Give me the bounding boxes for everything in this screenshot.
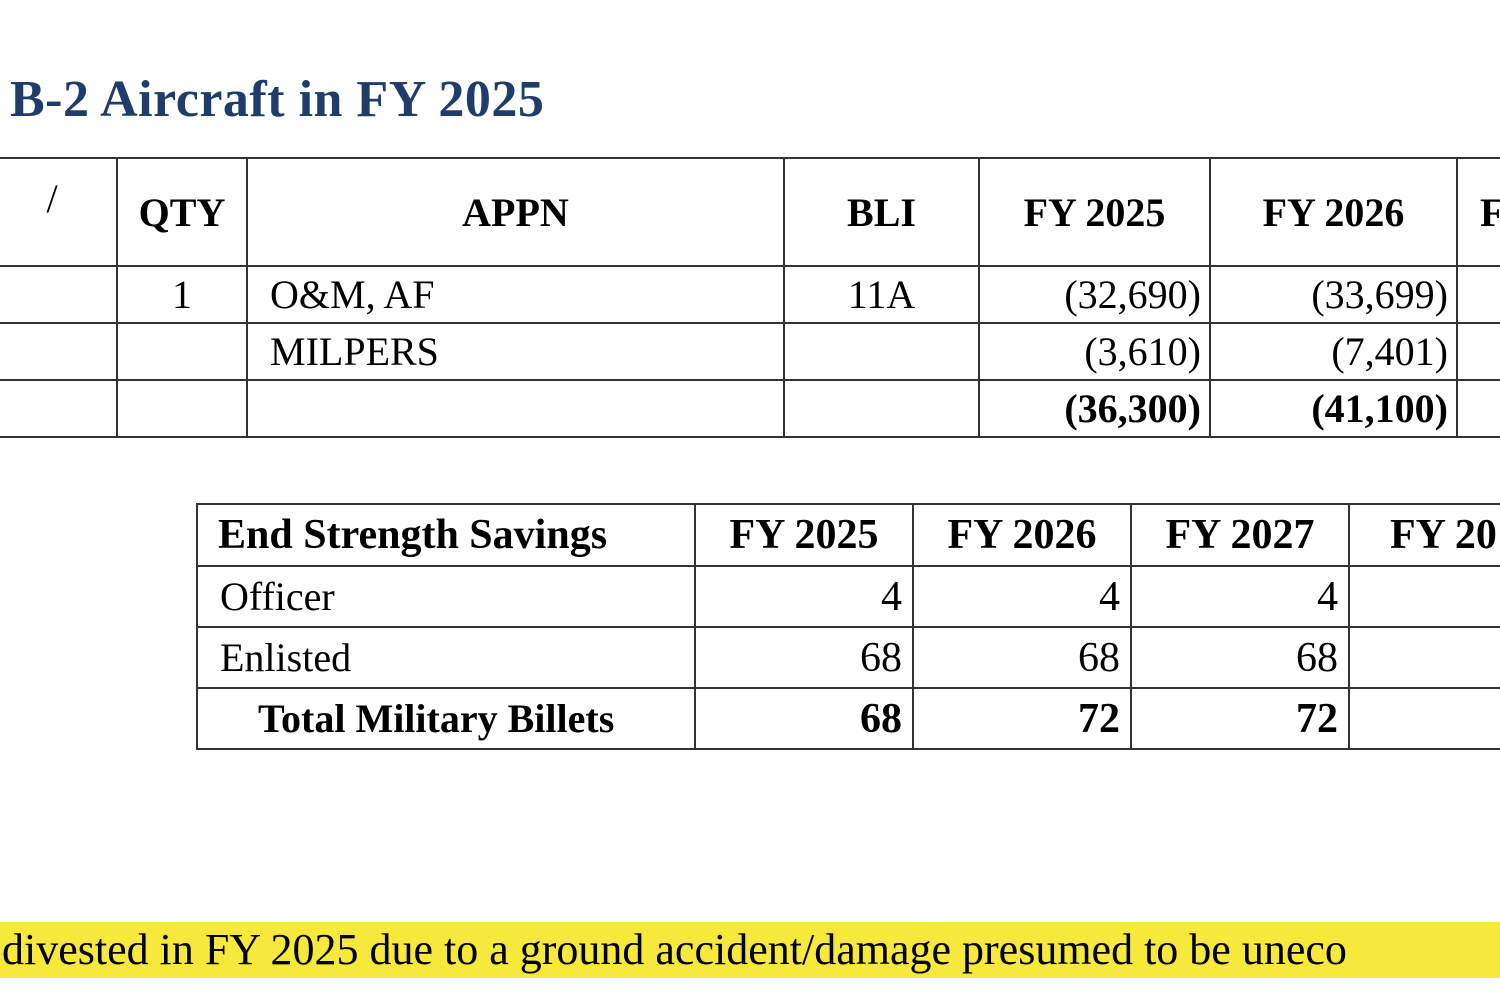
col-header-fy2025: FY 2025 bbox=[978, 157, 1211, 267]
col-header-truncated-right: F bbox=[1456, 157, 1500, 267]
col-header-fy2027: FY 2027 bbox=[1130, 503, 1350, 567]
cell-qty: 1 bbox=[116, 265, 248, 324]
cost-table: / QTY APPN BLI FY 2025 FY 2026 F 1 O&M, … bbox=[0, 157, 1500, 438]
cell-empty bbox=[1456, 322, 1500, 381]
cell-empty bbox=[0, 265, 118, 324]
col-header-bli: BLI bbox=[783, 157, 980, 267]
cell-fy2026: (7,401) bbox=[1209, 322, 1458, 381]
cell-fy2025: 68 bbox=[694, 626, 914, 689]
table-row: 1 O&M, AF 11A (32,690) (33,699) bbox=[0, 265, 1500, 324]
section-title: B-2 Aircraft in FY 2025 bbox=[10, 71, 545, 128]
col-header-fy2025: FY 2025 bbox=[694, 503, 914, 567]
cell-fy2025: (32,690) bbox=[978, 265, 1211, 324]
col-header-fy2026: FY 2026 bbox=[912, 503, 1132, 567]
cell-fy2026-total: (41,100) bbox=[1209, 379, 1458, 438]
cell-empty bbox=[1456, 265, 1500, 324]
cell-empty bbox=[0, 322, 118, 381]
cell-bli bbox=[783, 379, 980, 438]
cell-fy2026: 68 bbox=[912, 626, 1132, 689]
table-row: MILPERS (3,610) (7,401) bbox=[0, 322, 1500, 381]
cell-empty bbox=[0, 379, 118, 438]
cell-bli bbox=[783, 322, 980, 381]
cell-fy2025: 4 bbox=[694, 565, 914, 628]
cell-appn: O&M, AF bbox=[246, 265, 785, 324]
cell-fy2027-total: 72 bbox=[1130, 687, 1350, 750]
cell-empty bbox=[1456, 379, 1500, 438]
row-label: Enlisted bbox=[196, 626, 696, 689]
cell-fy2026-total: 72 bbox=[912, 687, 1132, 750]
col-header-qty: QTY bbox=[116, 157, 248, 267]
cell-fy2025-total: 68 bbox=[694, 687, 914, 750]
cell-qty bbox=[116, 322, 248, 381]
table-total-row: Total Military Billets 68 72 72 bbox=[196, 687, 1500, 750]
cell-qty bbox=[116, 379, 248, 438]
col-header-truncated: / bbox=[0, 157, 118, 267]
end-strength-table: End Strength Savings FY 2025 FY 2026 FY … bbox=[196, 503, 1500, 750]
table-total-row: (36,300) (41,100) bbox=[0, 379, 1500, 438]
col-header-truncated-right: FY 20 bbox=[1348, 503, 1500, 567]
cell-appn bbox=[246, 379, 785, 438]
cell-fy2027: 4 bbox=[1130, 565, 1350, 628]
cell-empty bbox=[1348, 687, 1500, 750]
row-label: Officer bbox=[196, 565, 696, 628]
cell-fy2026: 4 bbox=[912, 565, 1132, 628]
cell-bli: 11A bbox=[783, 265, 980, 324]
cell-appn: MILPERS bbox=[246, 322, 785, 381]
table-header-row: / QTY APPN BLI FY 2025 FY 2026 F bbox=[0, 157, 1500, 267]
cell-fy2025: (3,610) bbox=[978, 322, 1211, 381]
table-row: Enlisted 68 68 68 bbox=[196, 626, 1500, 689]
cell-fy2025-total: (36,300) bbox=[978, 379, 1211, 438]
cell-empty bbox=[1348, 565, 1500, 628]
cell-fy2027: 68 bbox=[1130, 626, 1350, 689]
table-row: Officer 4 4 4 bbox=[196, 565, 1500, 628]
table-header-row: End Strength Savings FY 2025 FY 2026 FY … bbox=[196, 503, 1500, 567]
cell-empty bbox=[1348, 626, 1500, 689]
col-header-appn: APPN bbox=[246, 157, 785, 267]
highlighted-note: divested in FY 2025 due to a ground acci… bbox=[0, 922, 1500, 978]
cell-fy2026: (33,699) bbox=[1209, 265, 1458, 324]
row-label-total: Total Military Billets bbox=[196, 687, 696, 750]
col-header-fy2026: FY 2026 bbox=[1209, 157, 1458, 267]
col-header-end-strength: End Strength Savings bbox=[196, 503, 696, 567]
